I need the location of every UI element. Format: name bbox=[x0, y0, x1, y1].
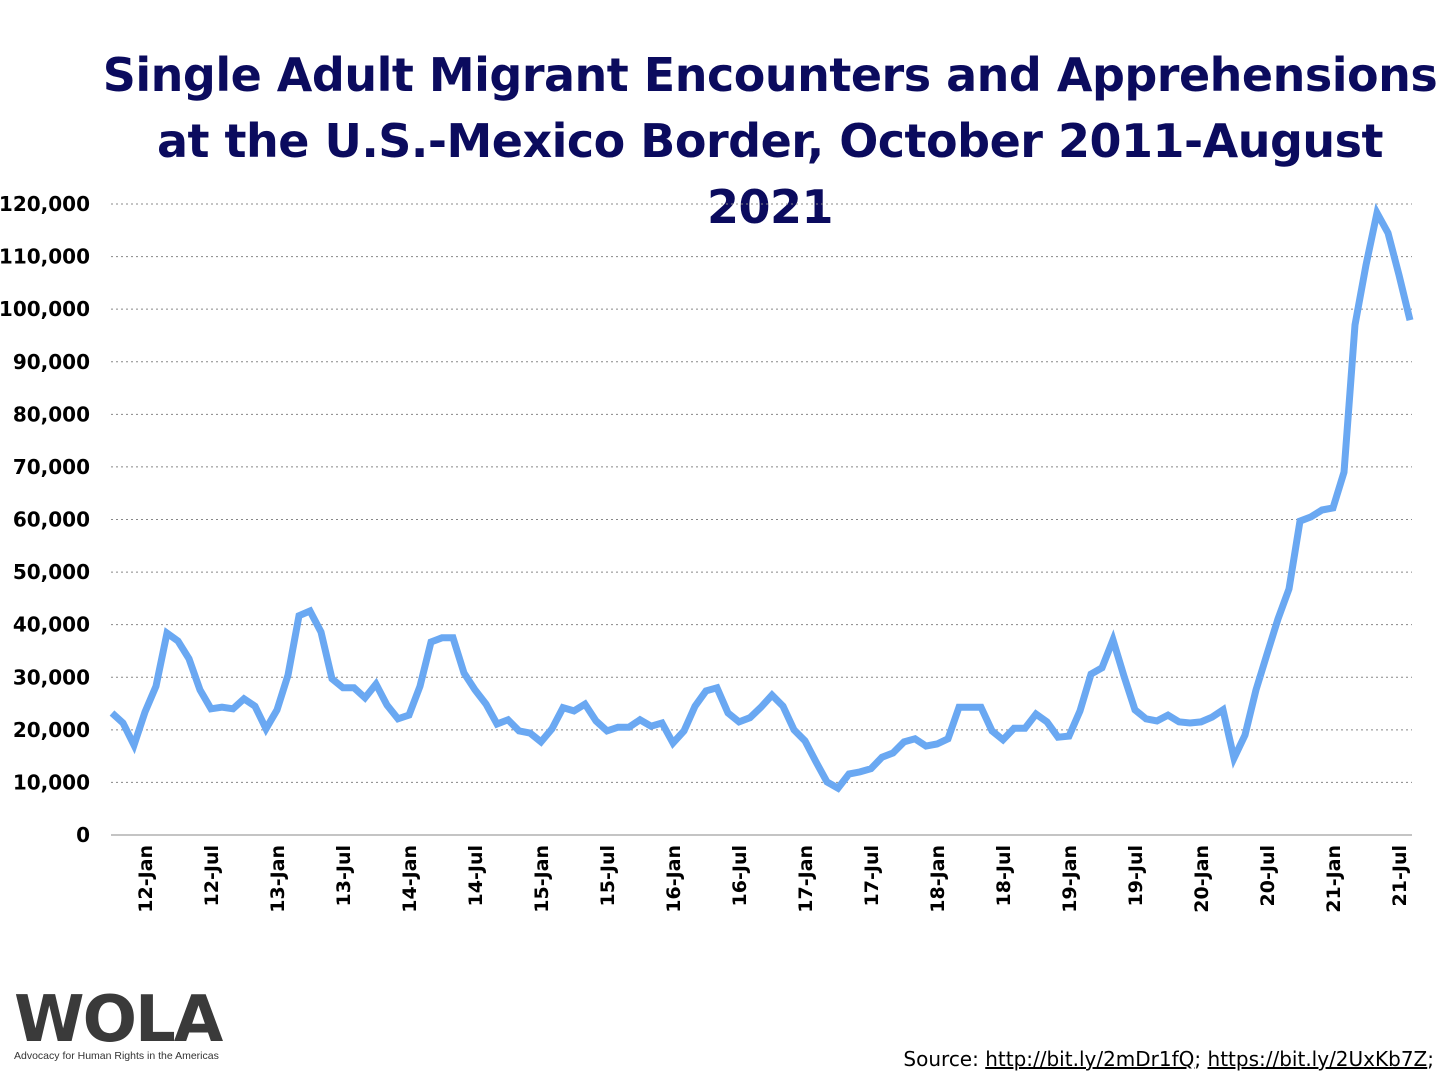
x-tick-label: 13-Jul bbox=[333, 845, 355, 906]
x-tick-label: 16-Jan bbox=[663, 845, 685, 913]
x-tick-label: 20-Jan bbox=[1191, 845, 1213, 913]
x-axis-ticks: 12-Jan 12-Jul 13-Jan 13-Jul 14-Jan 14-Jul 15-J… bbox=[135, 845, 1411, 913]
source-label: Source: bbox=[903, 1047, 986, 1071]
y-tick-label: 60,000 bbox=[13, 508, 90, 532]
x-tick-label: 16-Jul bbox=[729, 845, 751, 906]
y-tick-label: 50,000 bbox=[13, 560, 90, 584]
source-note: Source: http://bit.ly/2mDr1fQ; https://b… bbox=[903, 1047, 1434, 1071]
y-tick-label: 30,000 bbox=[13, 665, 90, 689]
series-line bbox=[109, 202, 1414, 793]
y-axis-ticks: 0 10,000 20,000 30,000 40,000 50,000 60,000 70,… bbox=[0, 192, 90, 847]
x-tick-label: 12-Jan bbox=[135, 845, 157, 913]
source-link-1[interactable]: http://bit.ly/2mDr1fQ bbox=[985, 1047, 1195, 1071]
source-end: ; bbox=[1427, 1047, 1434, 1071]
x-tick-label: 21-Jan bbox=[1323, 845, 1345, 913]
x-tick-label: 20-Jul bbox=[1257, 845, 1279, 906]
chart-title: Single Adult Migrant Encounters and Appr… bbox=[102, 48, 1438, 234]
source-separator: ; bbox=[1194, 1047, 1208, 1071]
x-tick-label: 19-Jan bbox=[1059, 845, 1081, 913]
y-tick-label: 120,000 bbox=[0, 192, 90, 216]
y-tick-label: 80,000 bbox=[13, 402, 90, 426]
gridlines bbox=[111, 203, 1412, 783]
y-tick-label: 70,000 bbox=[13, 455, 90, 479]
y-tick-label: 10,000 bbox=[13, 770, 90, 794]
y-tick-label: 0 bbox=[76, 823, 90, 847]
x-tick-label: 12-Jul bbox=[201, 845, 223, 906]
x-tick-label: 17-Jan bbox=[795, 845, 817, 913]
y-tick-label: 110,000 bbox=[0, 245, 90, 269]
source-link-2[interactable]: https://bit.ly/2UxKb7Z bbox=[1207, 1047, 1428, 1071]
y-tick-label: 40,000 bbox=[13, 613, 90, 637]
x-tick-label: 13-Jan bbox=[267, 845, 289, 913]
x-tick-label: 15-Jul bbox=[597, 845, 619, 906]
y-tick-label: 90,000 bbox=[13, 350, 90, 374]
wola-logo: WOLA Advocacy for Human Rights in the Am… bbox=[14, 983, 223, 1062]
logo-text: WOLA bbox=[14, 983, 223, 1057]
y-tick-label: 20,000 bbox=[13, 718, 90, 742]
x-tick-label: 14-Jul bbox=[465, 845, 487, 906]
x-tick-label: 18-Jan bbox=[927, 845, 949, 913]
logo-tagline: Advocacy for Human Rights in the America… bbox=[14, 1050, 219, 1062]
x-tick-label: 17-Jul bbox=[861, 845, 883, 906]
x-tick-label: 18-Jul bbox=[993, 845, 1015, 906]
x-tick-label: 21-Jul bbox=[1389, 845, 1411, 906]
series bbox=[109, 202, 1414, 793]
x-tick-label: 14-Jan bbox=[399, 845, 421, 913]
x-tick-label: 15-Jan bbox=[531, 845, 553, 913]
y-tick-label: 100,000 bbox=[0, 297, 90, 321]
x-tick-label: 19-Jul bbox=[1125, 845, 1147, 906]
